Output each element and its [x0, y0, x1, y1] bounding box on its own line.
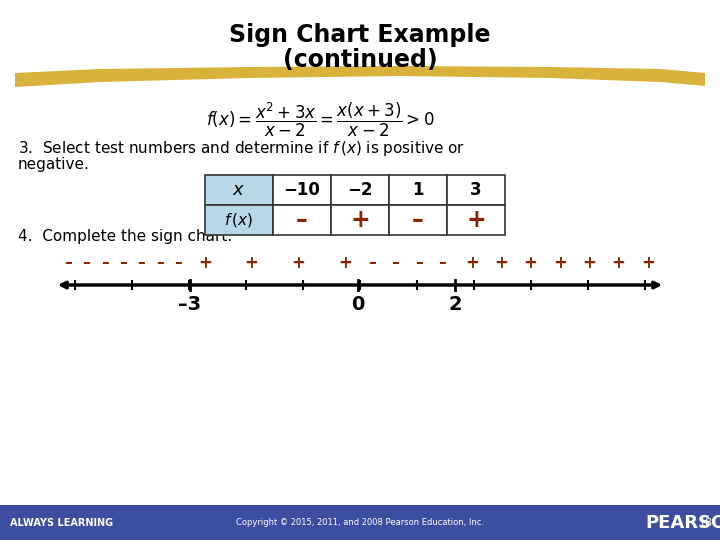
Text: 2: 2 — [448, 295, 462, 314]
Text: –: – — [415, 255, 423, 271]
Text: –: – — [412, 208, 424, 232]
Text: Sign Chart Example: Sign Chart Example — [229, 23, 491, 47]
Text: 3.  Select test numbers and determine if $f\,(x)$ is positive or: 3. Select test numbers and determine if … — [18, 138, 465, 158]
Text: –: – — [119, 255, 127, 271]
Text: –: – — [438, 255, 446, 271]
Bar — [447, 175, 505, 205]
Text: –: – — [156, 255, 163, 271]
Bar — [273, 205, 331, 235]
Text: Copyright © 2015, 2011, and 2008 Pearson Education, Inc.: Copyright © 2015, 2011, and 2008 Pearson… — [236, 518, 484, 527]
Text: $f\left(x\right)=\dfrac{x^{2}+3x}{x-2}=\dfrac{x\left(x+3\right)}{x-2}>0$: $f\left(x\right)=\dfrac{x^{2}+3x}{x-2}=\… — [206, 101, 434, 139]
Text: +: + — [198, 254, 212, 272]
Text: –: – — [296, 208, 308, 232]
Text: 1: 1 — [413, 181, 424, 199]
Text: +: + — [292, 254, 305, 272]
Bar — [447, 205, 505, 235]
Text: 4.  Complete the sign chart.: 4. Complete the sign chart. — [18, 230, 233, 245]
Text: $x$: $x$ — [233, 181, 246, 199]
Bar — [389, 205, 447, 235]
Text: 3: 3 — [470, 181, 482, 199]
Text: –: – — [368, 255, 376, 271]
Text: negative.: negative. — [18, 158, 90, 172]
Text: −2: −2 — [347, 181, 373, 199]
Text: +: + — [466, 208, 486, 232]
Bar — [389, 175, 447, 205]
Text: 0: 0 — [351, 295, 365, 314]
Text: +: + — [245, 254, 258, 272]
Text: +: + — [641, 254, 655, 272]
Text: 18: 18 — [699, 517, 713, 528]
Bar — [205, 205, 273, 235]
Text: −10: −10 — [284, 181, 320, 199]
Text: PEARSON: PEARSON — [645, 514, 720, 531]
Bar — [331, 205, 389, 235]
Polygon shape — [15, 66, 705, 87]
Bar — [0, 505, 720, 540]
Text: –: – — [101, 255, 109, 271]
Text: $f\,(x)$: $f\,(x)$ — [225, 211, 253, 229]
Text: +: + — [465, 254, 479, 272]
Text: (continued): (continued) — [283, 48, 437, 72]
Bar — [331, 175, 389, 205]
Text: +: + — [553, 254, 567, 272]
Text: +: + — [338, 254, 352, 272]
Text: +: + — [523, 254, 538, 272]
Text: +: + — [612, 254, 626, 272]
Bar — [205, 175, 273, 205]
Text: +: + — [495, 254, 508, 272]
Text: –3: –3 — [179, 295, 202, 314]
Text: –: – — [64, 255, 72, 271]
Text: +: + — [582, 254, 596, 272]
Bar — [273, 175, 331, 205]
Text: –: – — [83, 255, 90, 271]
Text: –: – — [138, 255, 145, 271]
Text: –: – — [174, 255, 182, 271]
Text: ALWAYS LEARNING: ALWAYS LEARNING — [10, 517, 113, 528]
Text: +: + — [350, 208, 370, 232]
Text: –: – — [392, 255, 399, 271]
